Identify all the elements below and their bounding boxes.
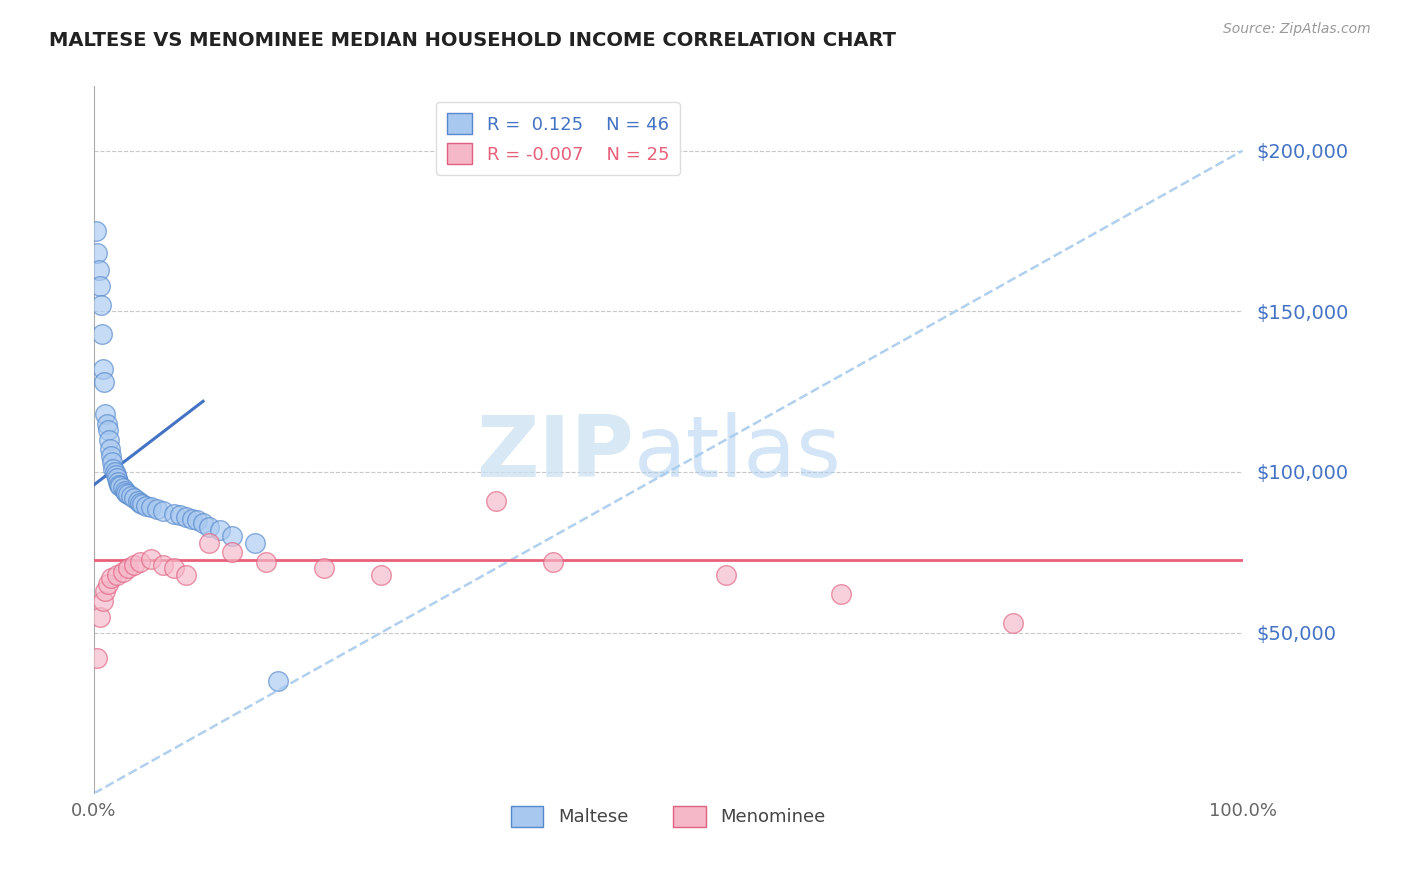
Point [100, 571, 122, 585]
Point [91, 326, 114, 341]
Point [96, 417, 118, 431]
Point [186, 513, 208, 527]
Point [543, 555, 565, 569]
Point [107, 475, 129, 489]
Text: ZIP: ZIP [477, 412, 634, 495]
Point [87, 262, 110, 277]
Point [122, 491, 145, 505]
Point [91, 362, 114, 376]
Point [84, 224, 107, 238]
Point [254, 555, 277, 569]
Point [163, 561, 186, 575]
Point [86, 651, 108, 665]
Point [312, 561, 335, 575]
Point [101, 455, 124, 469]
Point [94, 583, 117, 598]
Legend: Maltese, Menominee: Maltese, Menominee [503, 798, 832, 834]
Point [122, 558, 145, 573]
Point [131, 497, 153, 511]
Point [163, 507, 186, 521]
Point [141, 551, 163, 566]
Point [89, 609, 111, 624]
Point [93, 375, 115, 389]
Point [120, 489, 142, 503]
Point [117, 487, 139, 501]
Point [97, 577, 120, 591]
Text: atlas: atlas [634, 412, 842, 495]
Point [714, 567, 737, 582]
Point [221, 545, 243, 559]
Point [146, 502, 169, 516]
Point [243, 535, 266, 549]
Point [135, 499, 157, 513]
Point [127, 494, 149, 508]
Point [103, 462, 125, 476]
Point [104, 465, 127, 479]
Point [105, 471, 128, 485]
Text: MALTESE VS MENOMINEE MEDIAN HOUSEHOLD INCOME CORRELATION CHART: MALTESE VS MENOMINEE MEDIAN HOUSEHOLD IN… [49, 31, 896, 50]
Point [97, 423, 120, 437]
Point [128, 495, 150, 509]
Point [197, 519, 219, 533]
Point [191, 516, 214, 531]
Point [174, 510, 197, 524]
Point [152, 503, 174, 517]
Point [108, 478, 131, 492]
Point [94, 407, 117, 421]
Point [104, 468, 127, 483]
Point [111, 565, 134, 579]
Point [485, 494, 508, 508]
Point [90, 298, 112, 312]
Point [114, 484, 136, 499]
Point [128, 555, 150, 569]
Point [169, 508, 191, 523]
Point [105, 567, 128, 582]
Point [197, 535, 219, 549]
Point [111, 481, 134, 495]
Point [174, 567, 197, 582]
Point [117, 561, 139, 575]
Point [221, 529, 243, 543]
Point [86, 246, 108, 260]
Point [100, 449, 122, 463]
Point [141, 500, 163, 515]
Point [110, 479, 132, 493]
Point [91, 593, 114, 607]
Point [1001, 615, 1024, 630]
Point [267, 673, 290, 688]
Point [180, 511, 202, 525]
Point [115, 486, 138, 500]
Point [98, 442, 121, 457]
Text: Source: ZipAtlas.com: Source: ZipAtlas.com [1223, 22, 1371, 37]
Point [209, 523, 232, 537]
Point [97, 433, 120, 447]
Point [152, 558, 174, 573]
Point [830, 587, 852, 601]
Point [89, 278, 111, 293]
Point [370, 567, 392, 582]
